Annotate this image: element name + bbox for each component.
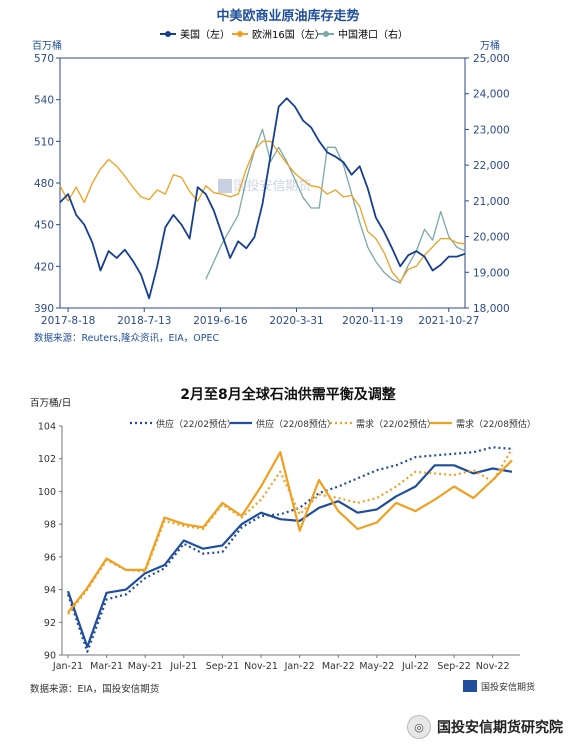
- y-tick-label: 96: [44, 552, 56, 563]
- chart1-ylabel-left: 百万桶: [32, 39, 62, 52]
- brand-footer: ◎ 国投安信期货研究院: [407, 715, 563, 739]
- chart2-ylabel: 百万桶/日: [30, 397, 71, 409]
- x-tick-label: Jul-22: [401, 661, 429, 672]
- x-tick-label: Nov-21: [244, 661, 278, 672]
- x-tick-label: Mar-22: [322, 661, 355, 672]
- legend-eu-dot: [237, 31, 243, 37]
- y-left-tick-label: 510: [34, 136, 54, 148]
- x-tick-label: 2019-6-16: [193, 315, 248, 327]
- y-right-tick-label: 20,000: [473, 232, 510, 244]
- y-tick-label: 90: [44, 651, 56, 662]
- legend-label-3: 需求（22/08预估）: [456, 418, 536, 430]
- chart1-ylabel-right: 万桶: [480, 39, 500, 52]
- y-tick-label: 92: [44, 618, 56, 629]
- x-tick-label: Jan-21: [52, 661, 83, 672]
- x-tick-label: Mar-21: [90, 661, 123, 672]
- chart1-plot-area: 国投安信期货 570 540 510 480 450 420 390 25,000 24,000 2…: [34, 53, 510, 327]
- series-line-0: [66, 446, 513, 653]
- x-tick-label: Jan-22: [284, 661, 315, 672]
- y-left-tick-label: 390: [34, 303, 54, 315]
- y-right-tick-label: 21,000: [473, 196, 510, 208]
- chart1-title: 中美欧商业原油库存走势: [216, 8, 359, 24]
- x-tick-label: Nov-22: [476, 661, 510, 672]
- y-left-tick-label: 570: [34, 53, 54, 65]
- y-left-tick-label: 450: [34, 220, 54, 232]
- x-tick-label: 2020-3-31: [269, 315, 323, 327]
- series-line-3: [67, 451, 513, 614]
- balance-chart: 2月至8月全球石油供需平衡及调整 百万桶/日 供应（22/02预估） 供应（22/…: [30, 386, 536, 695]
- y-right-tick-label: 19,000: [473, 267, 510, 279]
- legend-eu-label: 欧洲16国（左）: [252, 28, 325, 41]
- x-tick-label: Sep-21: [206, 661, 239, 672]
- legend-cn-dot: [323, 31, 329, 37]
- x-tick-label: Sep-22: [437, 661, 470, 672]
- y-right-tick-label: 18,000: [473, 303, 510, 315]
- watermark-text: 国投安信期货: [233, 178, 311, 194]
- wechat-icon: ◎: [407, 715, 431, 739]
- y-tick-label: 94: [44, 585, 56, 596]
- series-line-2: [205, 128, 466, 284]
- chart2-logo: 国投安信期货: [463, 680, 535, 693]
- logo-text: 国投安信期货: [481, 681, 535, 693]
- chart1-legend: 美国（左） 欧洲16国（左） 中国港口（右）: [160, 28, 408, 41]
- series-line-2: [67, 448, 513, 615]
- chart2-legend: 供应（22/02预估） 供应（22/08预估） 需求（22/02预估） 需求（22/0…: [130, 418, 536, 430]
- y-tick-label: 104: [38, 422, 56, 433]
- x-tick-label: 2017-8-18: [41, 315, 95, 327]
- y-left-tick-label: 540: [34, 95, 54, 107]
- y-tick-label: 98: [44, 520, 56, 531]
- x-tick-label: Jul-21: [169, 661, 197, 672]
- legend-label-2: 需求（22/02预估）: [356, 418, 436, 430]
- chart2-title: 2月至8月全球石油供需平衡及调整: [180, 386, 396, 403]
- x-tick-label: 2020-11-19: [342, 315, 403, 327]
- legend-us-label: 美国（左）: [180, 28, 230, 41]
- y-right-tick-label: 25,000: [473, 53, 510, 65]
- y-tick-label: 100: [38, 487, 56, 498]
- y-right-tick-label: 24,000: [473, 89, 510, 101]
- y-right-tick-label: 23,000: [473, 124, 510, 136]
- chart2-source: 数据来源：EIA，国投安信期货: [30, 683, 159, 695]
- legend-cn-label: 中国港口（右）: [338, 28, 408, 41]
- x-tick-label: May-21: [128, 661, 163, 672]
- legend-us-dot: [165, 31, 171, 37]
- series-line-1: [59, 140, 466, 283]
- x-tick-label: 2021-10-27: [418, 315, 479, 327]
- logo-mark: [463, 680, 477, 692]
- watermark-mark: [218, 179, 232, 193]
- brand-name: 国投安信期货研究院: [437, 720, 563, 736]
- y-left-tick-label: 420: [34, 261, 54, 273]
- legend-label-0: 供应（22/02预估）: [156, 418, 236, 430]
- y-right-tick-label: 22,000: [473, 160, 510, 172]
- inventory-chart: 中美欧商业原油库存走势 美国（左） 欧洲16国（左） 中国港口（右） 百万桶 万…: [32, 8, 510, 344]
- y-tick-label: 102: [38, 454, 56, 465]
- legend-label-1: 供应（22/08预估）: [256, 418, 336, 430]
- x-tick-label: May-22: [359, 661, 394, 672]
- series-line-0: [59, 97, 466, 300]
- chart1-source: 数据来源：Reuters,隆众资讯，EIA，OPEC: [34, 332, 219, 344]
- x-tick-label: 2018-7-13: [117, 315, 171, 327]
- series-line-1: [66, 464, 513, 648]
- y-left-tick-label: 480: [34, 178, 54, 190]
